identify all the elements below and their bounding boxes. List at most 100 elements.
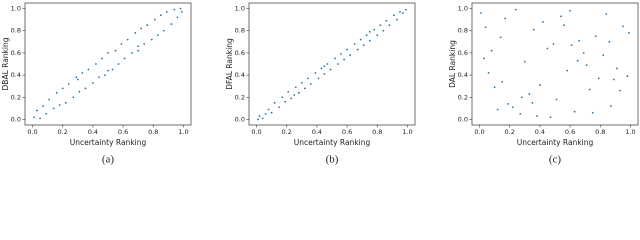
scatter-point	[499, 36, 502, 39]
scatter-point	[87, 68, 90, 71]
y-tick-label: 0.4	[11, 71, 21, 79]
scatter-point	[293, 94, 296, 96]
scatter-point	[405, 8, 407, 11]
scatter-point	[484, 26, 487, 29]
scatter-point	[72, 96, 75, 99]
scatter-point	[626, 75, 629, 78]
scatter-point	[615, 67, 618, 70]
scatter-point	[140, 27, 143, 30]
y-axis-label: DFAL Ranking	[225, 38, 234, 90]
scatter-point	[162, 29, 165, 32]
y-tick-label: 0.4	[235, 71, 245, 79]
x-tick-label: 0.6	[342, 128, 352, 136]
y-tick-label: 0.6	[235, 49, 245, 57]
scatter-point	[334, 57, 336, 60]
scatter-point	[143, 43, 146, 45]
scatter-point	[107, 69, 109, 72]
scatter-point	[36, 109, 38, 112]
scatter-point	[594, 35, 597, 38]
scatter-point	[159, 14, 162, 17]
x-tick-label: 0.4	[535, 128, 545, 136]
scatter-point	[294, 86, 297, 89]
scatter-point	[61, 87, 64, 90]
scatter-point	[539, 84, 541, 86]
x-tick-label: 0.6	[118, 128, 128, 136]
scatter-point	[520, 96, 523, 99]
scatter-point	[270, 111, 273, 114]
scatter-point	[131, 52, 134, 54]
scatter-point	[123, 57, 126, 60]
scatter-point	[165, 10, 168, 13]
caption: (b)	[326, 154, 339, 166]
scatter-point	[42, 105, 45, 108]
x-tick-label: 0.8	[148, 128, 158, 136]
scatter-point	[535, 115, 538, 118]
scatter-point	[388, 24, 391, 27]
scatter-point	[566, 69, 568, 72]
y-tick-label: 0.2	[11, 93, 21, 101]
scatter-point	[528, 93, 531, 95]
scatter-point	[111, 68, 114, 71]
scatter-point	[353, 43, 356, 45]
scatter-point	[507, 103, 510, 105]
y-tick-label: 0.0	[235, 115, 245, 123]
y-tick-label: 0.4	[458, 71, 468, 79]
scatter-point	[323, 73, 326, 75]
scatter-point	[290, 97, 293, 100]
x-tick-label: 0.0	[474, 128, 484, 136]
scatter-point	[320, 67, 323, 70]
figure: 0.0 0.2 0.4 0.6 0.8 1.0 0.0 0.2 0.4 0.6 0.8 1.0 Unce…	[1, 2, 639, 166]
y-axis-label: DAL Ranking	[448, 40, 457, 88]
scatter-point	[181, 10, 183, 13]
scatter-point	[578, 39, 581, 42]
x-tick-label: 1.0	[625, 128, 635, 136]
scatter-point	[156, 34, 159, 37]
y-tick-label: 0.8	[235, 27, 245, 35]
scatter-point	[585, 64, 588, 67]
scatter-point	[402, 12, 404, 14]
scatter-point	[385, 19, 388, 22]
scatter-point	[306, 77, 309, 80]
scatter-point	[98, 76, 100, 79]
scatter-point	[376, 34, 379, 37]
scatter-point	[48, 98, 51, 101]
scatter-point	[134, 32, 137, 34]
y-tick-label: 0.6	[11, 49, 21, 57]
scatter-point	[107, 52, 109, 54]
scatter-point	[618, 89, 621, 92]
scatter-point	[264, 113, 267, 115]
scatter-point	[569, 9, 571, 12]
scatter-point	[126, 38, 129, 41]
scatter-point	[137, 49, 140, 52]
y-tick-label: 0.8	[458, 27, 468, 35]
scatter-point	[273, 101, 276, 104]
x-tick-label: 1.0	[178, 128, 188, 136]
scatter-point	[399, 10, 401, 13]
scatter-point	[146, 24, 149, 27]
scatter-point	[504, 17, 507, 20]
scatter-point	[346, 48, 348, 51]
scatter-point	[45, 113, 48, 115]
x-tick-label: 0.0	[27, 128, 37, 136]
x-tick-label: 0.8	[372, 128, 382, 136]
caption: (a)	[102, 154, 115, 166]
scatter-point	[314, 71, 317, 74]
x-axis-label: Uncertainty Ranking	[70, 138, 147, 147]
scatter-point	[75, 76, 78, 79]
caption: (c)	[549, 154, 562, 166]
scatter-point	[609, 105, 612, 108]
y-tick-label: 1.0	[458, 5, 468, 13]
scatter-point	[170, 23, 173, 25]
x-tick-label: 0.0	[251, 128, 261, 136]
scatter-point	[287, 90, 290, 93]
scatter-point	[173, 8, 176, 11]
scatter-point	[552, 43, 555, 45]
scatter-point	[137, 45, 140, 48]
x-tick-label: 0.2	[282, 128, 292, 136]
scatter-point	[493, 86, 496, 89]
scatter-point	[153, 18, 156, 21]
scatter-point	[78, 90, 81, 93]
scatter-point	[602, 54, 605, 57]
scatter-point	[284, 100, 287, 103]
scatter-point	[555, 98, 558, 101]
